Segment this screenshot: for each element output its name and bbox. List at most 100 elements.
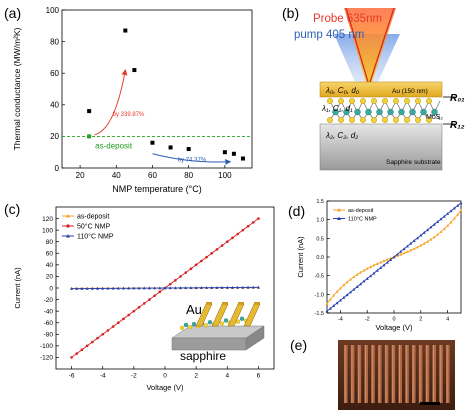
sulfur-atom <box>371 97 378 104</box>
panel-d-point <box>338 298 342 302</box>
panel-c-y-tick-label: -80 <box>44 332 54 339</box>
panel-c-point <box>236 232 239 236</box>
sulfur-atom <box>415 116 422 123</box>
panel-a-x-tick-label: 60 <box>148 171 157 180</box>
panel-c-point <box>147 286 151 290</box>
panel-d-point <box>345 293 349 297</box>
panel-c-point <box>75 287 79 290</box>
panel-b-label: (b) <box>282 5 299 21</box>
panel-c-y-tick-label: 120 <box>42 216 53 223</box>
panel-c-point <box>246 285 250 289</box>
panel-d-y-tick-label: -0.5 <box>315 274 324 280</box>
panel-c-y-tick-label: -100 <box>40 343 53 350</box>
panel-c-y-tick-label: 80 <box>46 239 54 246</box>
panel-c-point <box>168 286 172 290</box>
panel-d-legend-label: as-deposit <box>348 208 374 214</box>
panel-d-point <box>439 217 443 221</box>
thermal-conductance-point <box>240 156 245 161</box>
panel-c-point <box>153 286 157 290</box>
electrode-finger <box>391 345 396 403</box>
electrode-finger <box>398 345 402 403</box>
panel-d-point <box>372 263 376 267</box>
au-layer <box>319 81 443 98</box>
decrease-arrow <box>152 153 232 165</box>
panel-c-point <box>122 317 125 321</box>
inset-sapphire-label: sapphire <box>180 349 226 363</box>
panel-c-point <box>199 286 203 289</box>
panel-c-y-tick-label: 100 <box>42 227 53 234</box>
panel-d-point <box>426 239 429 243</box>
electrode-finger-highlight <box>365 345 366 403</box>
panel-c-point <box>173 286 177 290</box>
device-inset: Au sapphire <box>171 302 265 363</box>
as-deposit-point <box>87 134 92 139</box>
panel-c-y-tick-label: 60 <box>46 251 54 258</box>
panel-d-point <box>456 203 460 207</box>
panel-c-x-tick-label: 4 <box>225 373 229 380</box>
panel-c-point <box>142 302 146 305</box>
panel-c-point <box>184 271 188 274</box>
panel-d-point <box>395 252 399 256</box>
panel-c-point <box>127 286 131 290</box>
panel-c-point <box>194 263 198 267</box>
molybdenum-atom <box>365 108 372 116</box>
panel-c-x-tick-label: 2 <box>194 373 198 380</box>
electrode-finger-highlight <box>419 345 421 403</box>
molybdenum-atom <box>431 108 438 116</box>
molybdenum-atom <box>354 108 361 116</box>
panel-c-point <box>96 286 100 290</box>
mos2-layer <box>327 97 441 123</box>
molybdenum-atom <box>376 108 383 116</box>
layer0-params: λ₀, C₀, d₀ <box>325 86 360 95</box>
panel-d-series <box>325 201 463 313</box>
inset-substrate-side <box>245 325 265 351</box>
panel-c-y-tick-label: 0 <box>49 285 53 292</box>
panel-c-point <box>225 285 229 289</box>
panel-c-point <box>85 286 89 290</box>
probe-beam <box>344 8 396 82</box>
panel-d-point <box>382 263 386 267</box>
panel-c-point <box>96 336 99 340</box>
molybdenum-atom <box>409 108 416 116</box>
panel-c-label: (c) <box>4 201 20 217</box>
panel-c-y-tick-label: -20 <box>44 297 54 304</box>
sulfur-atom <box>327 97 334 104</box>
panel-d-point <box>429 225 433 229</box>
panel-d-point <box>342 283 346 287</box>
panel-c-point <box>148 298 151 301</box>
panel-c-point <box>215 248 219 251</box>
panel-d-point <box>372 271 376 275</box>
panel-d-point <box>348 290 352 294</box>
sulfur-atom <box>415 97 422 104</box>
panel-c-legend-marker <box>66 224 70 228</box>
decrease-annotation: by 74.37% <box>178 158 207 164</box>
panel-c-point <box>106 286 110 290</box>
scale-bar <box>420 402 440 405</box>
panel-a-y-tick-label: 0 <box>55 164 60 173</box>
panel-c-point <box>205 286 209 289</box>
panel-d-point <box>436 232 440 236</box>
panel-d-y-axis-label: Current (nA) <box>296 236 305 278</box>
panel-d-point <box>412 247 416 250</box>
panel-a-label: (a) <box>4 5 21 21</box>
panel-d-point <box>359 270 362 274</box>
panel-c-point <box>111 325 115 328</box>
panel-d-x-tick-label: -4 <box>338 317 343 323</box>
inset-molybdenum-atom <box>191 321 197 327</box>
panel-d-point <box>415 245 419 249</box>
inset-sulfur-atom <box>203 323 209 328</box>
panel-c-legend: as-deposit 50°C NMP 110°C NMP <box>62 213 114 240</box>
electrode-fingers <box>344 345 450 403</box>
inset-au-electrode <box>227 303 245 327</box>
inset-au-electrode <box>243 303 261 327</box>
panel-c-point <box>189 267 193 271</box>
panel-c-point <box>210 251 214 255</box>
panel-c-point <box>205 255 208 259</box>
panel-d-point <box>338 286 342 290</box>
panel-d-point <box>449 220 453 224</box>
panel-d-y-tick-label: 0.0 <box>316 255 324 261</box>
panel-c-point <box>241 285 245 289</box>
panel-c-point <box>80 287 84 290</box>
panel-d-label: (d) <box>288 203 305 219</box>
panel-d-point <box>352 287 356 291</box>
